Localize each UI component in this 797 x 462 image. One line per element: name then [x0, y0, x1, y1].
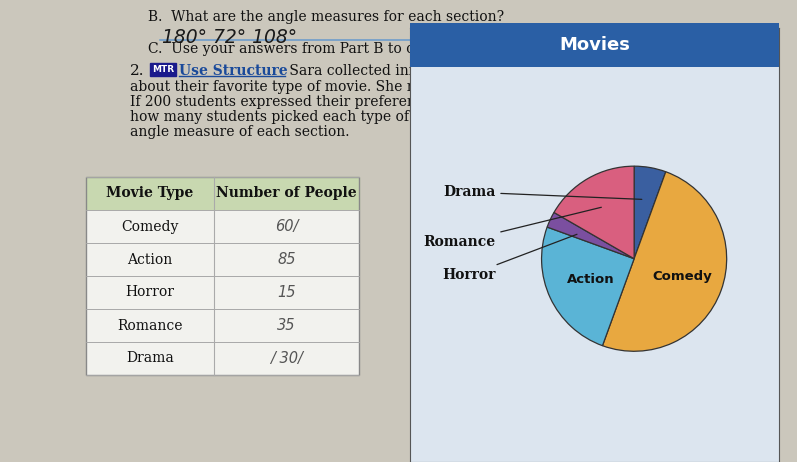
Text: Horror: Horror	[442, 234, 577, 282]
Text: Drama: Drama	[126, 352, 174, 365]
Wedge shape	[603, 172, 727, 351]
Text: Movie Type: Movie Type	[106, 187, 194, 201]
Bar	[86, 177, 359, 375]
Text: Number of People: Number of People	[216, 187, 357, 201]
Text: C.  Use your answers from Part B to construct a circle graph.: C. Use your answers from Part B to const…	[148, 42, 581, 56]
Bar	[86, 309, 359, 342]
Text: 85: 85	[277, 252, 296, 267]
Text: 180° 72° 108°: 180° 72° 108°	[162, 28, 297, 47]
Text: Action: Action	[128, 253, 173, 267]
Text: Comedy: Comedy	[652, 270, 712, 283]
Text: Horror: Horror	[125, 286, 175, 299]
Text: 60/: 60/	[275, 219, 298, 234]
Wedge shape	[634, 166, 665, 259]
Wedge shape	[554, 166, 634, 259]
Wedge shape	[542, 227, 634, 346]
Wedge shape	[548, 213, 634, 259]
Text: Use Structure: Use Structure	[179, 64, 288, 78]
Text: Movies: Movies	[559, 36, 630, 54]
Text: Sara collected information from students in her school: Sara collected information from students…	[285, 64, 677, 78]
Text: / 30/: / 30/	[270, 351, 303, 366]
Bar	[150, 63, 176, 76]
Text: If 200 students expressed their preference, complete the table below to show: If 200 students expressed their preferen…	[130, 95, 678, 109]
Bar	[86, 342, 359, 375]
Text: MTR: MTR	[152, 65, 174, 74]
Text: Action: Action	[567, 273, 614, 286]
Text: Romance: Romance	[117, 318, 183, 333]
Text: angle measure of each section.: angle measure of each section.	[130, 125, 350, 139]
Text: Drama: Drama	[443, 185, 642, 200]
Bar	[86, 276, 359, 309]
Text: Romance: Romance	[423, 207, 602, 249]
Text: 15: 15	[277, 285, 296, 300]
Text: 2.: 2.	[130, 64, 144, 78]
Bar	[86, 177, 359, 210]
Bar	[86, 210, 359, 243]
Text: about their favorite type of movie. She represented the results in a circle grap: about their favorite type of movie. She …	[130, 80, 698, 94]
Text: 35: 35	[277, 318, 296, 333]
Text: B.  What are the angle measures for each section?: B. What are the angle measures for each …	[148, 10, 505, 24]
Bar	[86, 243, 359, 276]
Text: how many students picked each type of movie. Use a protractor to find the: how many students picked each type of mo…	[130, 110, 659, 124]
Text: Comedy: Comedy	[121, 219, 179, 233]
